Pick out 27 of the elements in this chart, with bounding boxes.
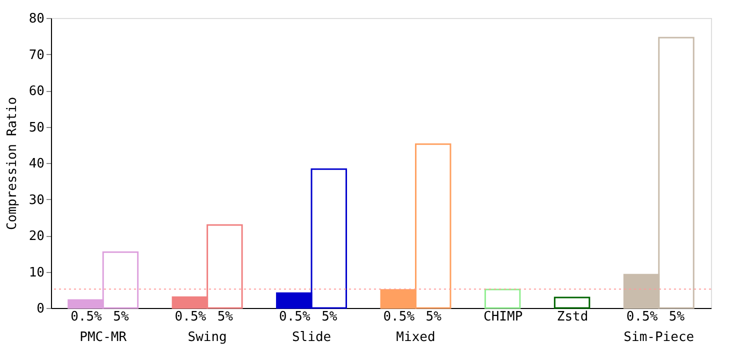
x-tick-label: 0.5%: [383, 310, 415, 324]
text: Mixed: [396, 330, 436, 345]
x-tick-label: 0.5%: [174, 310, 206, 324]
text: Swing: [188, 330, 227, 345]
y-tick-label: 30: [28, 192, 44, 208]
text: Sim-Piece: [624, 330, 694, 345]
text: Slide: [292, 330, 332, 345]
x-tick-label: 5%: [217, 310, 234, 324]
x-tick-label: 5%: [322, 310, 338, 324]
y-tick-label: 10: [28, 265, 44, 280]
x-tick-label: 5%: [113, 310, 129, 324]
x-tick-label: CHIMP: [484, 310, 523, 324]
x-tick-label: 0.5%: [70, 310, 102, 324]
x-tick-label: 0.5%: [279, 310, 310, 324]
x-tick-label: 5%: [668, 310, 685, 324]
y-tick-label: 80: [28, 12, 44, 26]
y-axis-title: Compression Ratio: [4, 96, 20, 230]
text: PMC-MR: [80, 330, 127, 345]
y-tick-label: 0: [36, 302, 44, 316]
y-tick-label: 60: [28, 84, 44, 99]
y-tick-label: 40: [28, 156, 44, 172]
y-tick-label: 50: [28, 120, 44, 136]
y-tick-label: 70: [28, 48, 44, 63]
x-tick-label: 5%: [426, 310, 442, 324]
x-tick-label: 0.5%: [626, 310, 658, 324]
y-tick-label: 20: [28, 229, 44, 244]
x-tick-label: Zstd: [556, 310, 588, 324]
